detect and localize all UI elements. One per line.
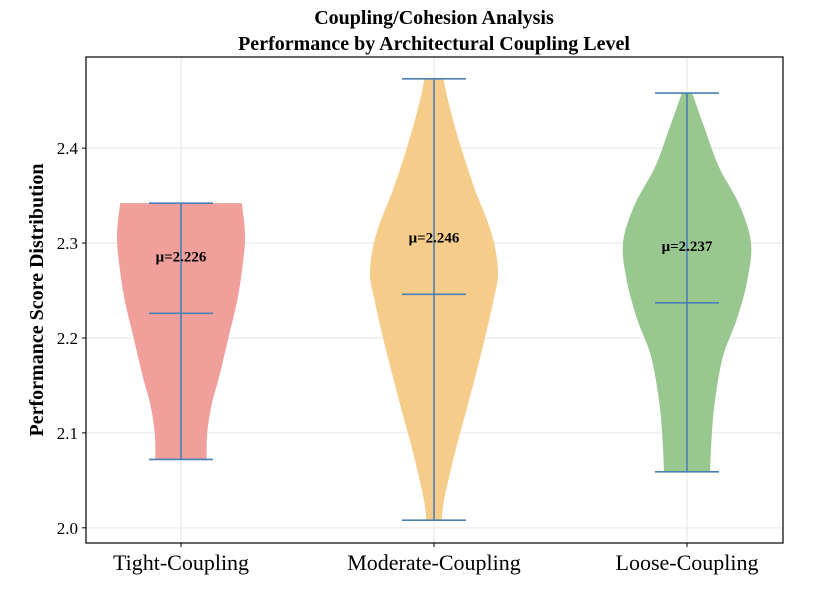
x-tick-label: Loose-Coupling xyxy=(616,550,759,575)
chart-title: Coupling/Cohesion Analysis xyxy=(314,7,554,29)
y-tick-label: 2.4 xyxy=(57,139,79,158)
mean-label: μ=2.237 xyxy=(662,239,713,255)
x-tick-label: Moderate-Coupling xyxy=(347,550,521,575)
plot-frame xyxy=(85,56,784,544)
y-tick-label: 2.1 xyxy=(57,424,78,443)
chart-subtitle: Performance by Architectural Coupling Le… xyxy=(238,33,630,55)
x-tick-label: Tight-Coupling xyxy=(113,550,249,575)
y-tick-label: 2.0 xyxy=(57,519,78,538)
mean-label: μ=2.246 xyxy=(409,230,460,246)
y-tick-label: 2.2 xyxy=(57,329,78,348)
mean-label: μ=2.226 xyxy=(156,249,207,265)
y-tick-label: 2.3 xyxy=(57,234,78,253)
y-axis-label: Performance Score Distribution xyxy=(26,164,48,437)
